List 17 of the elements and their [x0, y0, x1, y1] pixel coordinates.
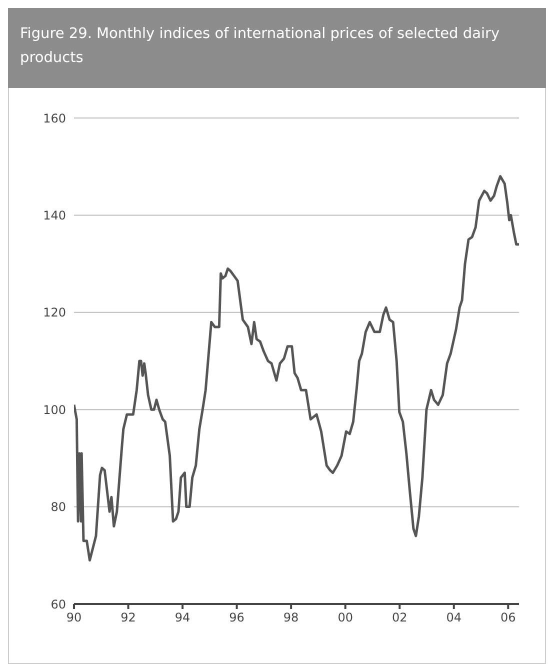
x-tick-label: 96 [229, 610, 244, 625]
x-tick-label: 90 [66, 610, 82, 625]
chart-title: Figure 29. Monthly indices of international prices of selected dairy products [8, 8, 546, 88]
y-tick-label: 140 [43, 208, 66, 222]
y-tick-label: 100 [43, 402, 66, 417]
x-tick-label: 06 [500, 610, 516, 625]
x-tick-label: 04 [446, 610, 462, 625]
x-tick-label: 98 [283, 610, 299, 625]
y-tick-label: 120 [43, 306, 66, 320]
line-series [74, 175, 519, 562]
y-tick-label: 80 [50, 500, 66, 514]
y-tick-label: 160 [43, 111, 66, 126]
x-tick-label: 94 [174, 610, 190, 625]
x-tick-label: 00 [338, 610, 353, 625]
y-tick-label: 60 [50, 597, 66, 612]
x-tick-label: 02 [392, 610, 408, 625]
x-tick-label: 92 [120, 610, 136, 625]
